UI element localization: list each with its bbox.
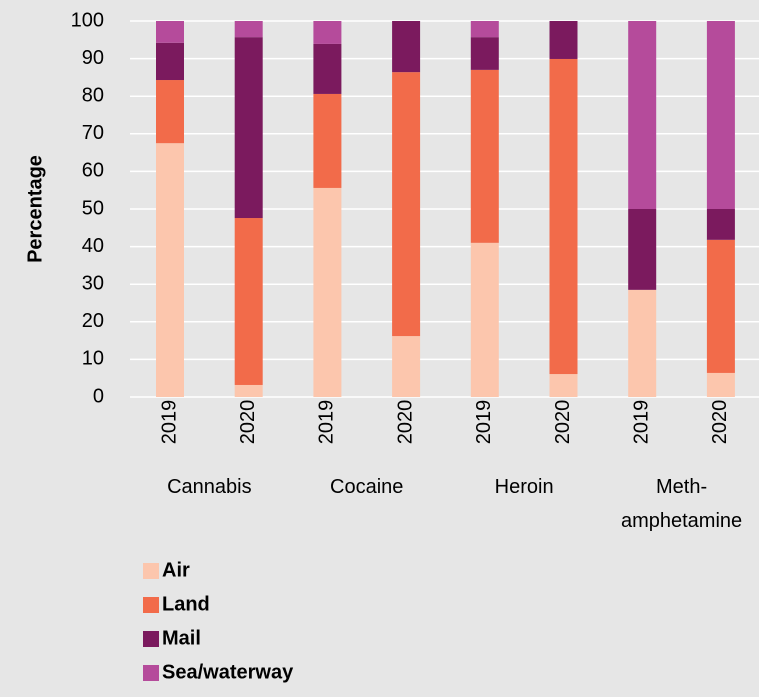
bar-segment [313, 21, 342, 44]
legend-swatch [143, 563, 159, 579]
bar-segment [549, 374, 578, 397]
x-tick-label: 2019 [473, 400, 495, 445]
y-tick-label: 90 [82, 47, 104, 69]
bar-segment [313, 43, 342, 94]
bar-segment [470, 242, 499, 397]
bar-segment [234, 21, 263, 38]
legend-label: Land [162, 593, 210, 615]
y-tick-label: 30 [82, 272, 104, 294]
legend-swatch [143, 665, 159, 681]
legend-swatch [143, 597, 159, 613]
y-tick-label: 0 [93, 385, 104, 407]
bar-segment [628, 289, 657, 397]
x-tick-label: 2020 [552, 400, 574, 445]
y-tick-label: 20 [82, 310, 104, 332]
x-tick-label: 2019 [316, 400, 338, 445]
bar-segment [392, 336, 421, 397]
legend-swatch [143, 631, 159, 647]
legend-label: Mail [162, 627, 201, 649]
y-tick-label: 80 [82, 84, 104, 106]
bar-segment [156, 80, 184, 144]
y-axis-label: Percentage [24, 155, 46, 263]
bar-segment [706, 209, 735, 240]
bar-segment [234, 218, 263, 385]
bar-segment [549, 21, 578, 59]
bar-segment [234, 37, 263, 219]
y-tick-label: 10 [82, 348, 104, 370]
bar-segment [156, 42, 184, 81]
x-tick-label: 2020 [237, 400, 259, 445]
y-tick-label: 100 [71, 9, 104, 31]
bar-segment [628, 21, 657, 209]
legend-label: Air [162, 559, 190, 581]
group-label: Cannabis [167, 476, 252, 498]
y-tick-label: 40 [82, 235, 104, 257]
bar-segment [706, 239, 735, 373]
bar-segment [234, 384, 263, 397]
bar-segment [706, 372, 735, 397]
group-label: Heroin [494, 476, 554, 498]
bar-segment [392, 21, 421, 73]
bar-segment [470, 37, 499, 70]
bar-segment [392, 72, 421, 337]
y-tick-label: 70 [82, 122, 104, 144]
x-tick-label: 2020 [709, 400, 731, 445]
group-label: Cocaine [330, 476, 404, 498]
y-tick-label: 60 [82, 160, 104, 182]
bar-segment [156, 143, 184, 397]
x-tick-label: 2019 [158, 400, 180, 445]
y-tick-label: 50 [82, 197, 104, 219]
bar-segment [313, 93, 342, 188]
group-label: Meth-amphetamine [620, 476, 743, 532]
bar-segment [156, 21, 184, 43]
bar-segment [706, 21, 735, 209]
x-tick-label: 2020 [394, 400, 416, 445]
bar-segment [470, 69, 499, 243]
bar-segment [313, 187, 342, 397]
bar-segment [628, 209, 657, 290]
legend-label: Sea/waterway [162, 661, 294, 683]
bar-segment [549, 58, 578, 375]
bar-segment [470, 21, 499, 38]
x-tick-label: 2019 [630, 400, 652, 445]
